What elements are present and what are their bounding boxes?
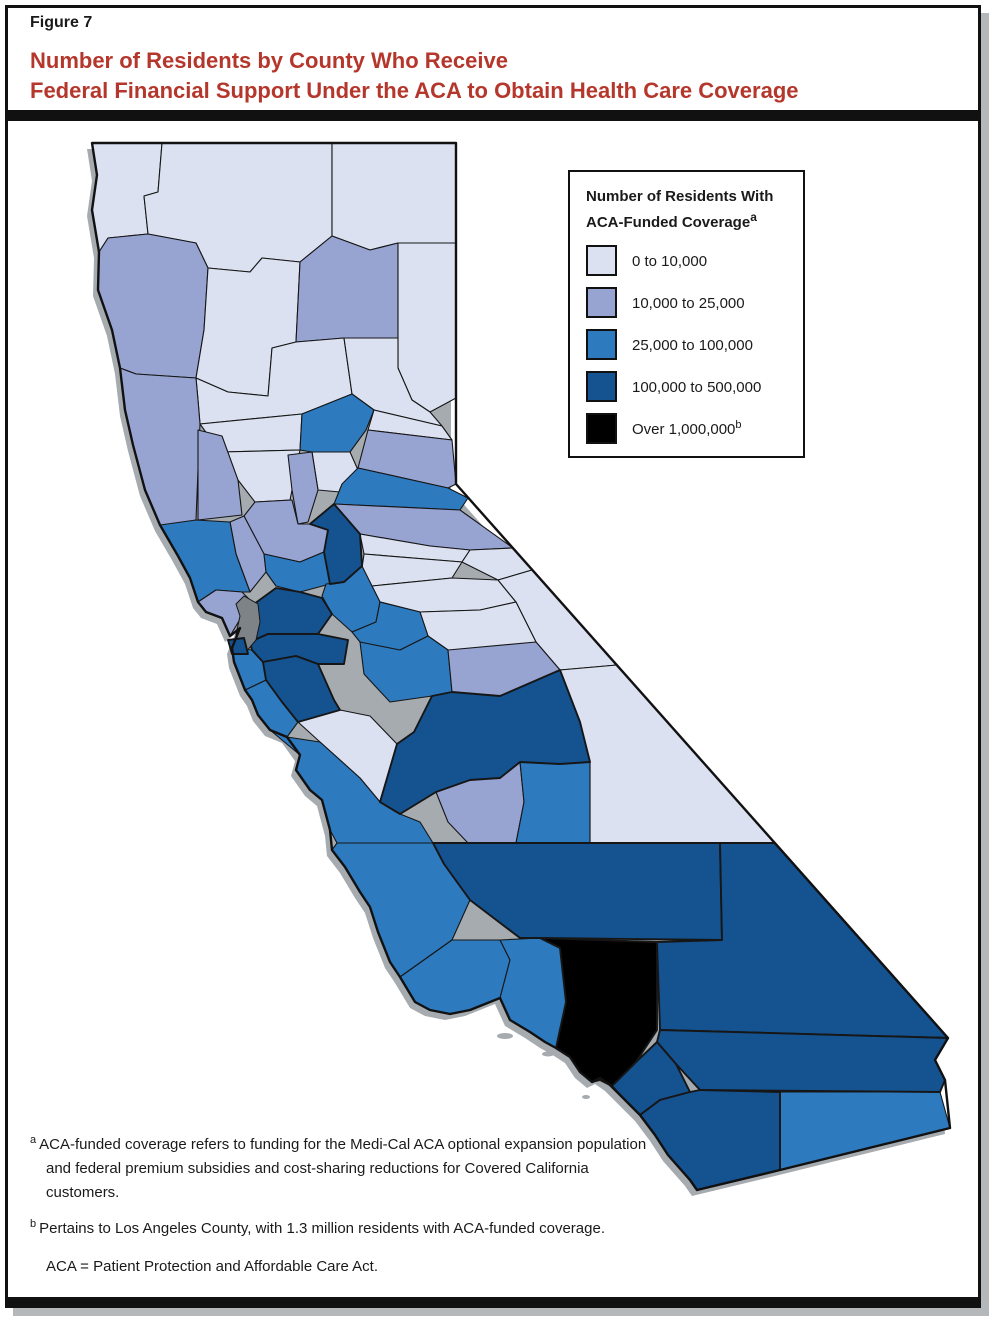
footnote-b-text: Pertains to Los Angeles County, with 1.3… (39, 1220, 605, 1237)
footnote-a-text: ACA-funded coverage refers to funding fo… (39, 1136, 647, 1201)
legend-swatch (586, 287, 617, 318)
legend-label: Over 1,000,000b (632, 419, 742, 438)
abbreviation-note: ACA = Patient Protection and Affordable … (46, 1258, 379, 1275)
county (357, 429, 457, 489)
figure-label: Figure 7 (30, 14, 93, 31)
county (249, 633, 349, 665)
county (559, 664, 776, 844)
channel-island (542, 1051, 554, 1057)
map-legend: Number of Residents With ACA-Funded Cove… (568, 170, 805, 458)
county (287, 451, 319, 525)
legend-title-line2: ACA-Funded Coveragea (586, 210, 757, 231)
footnote-b-marker: b (30, 1218, 37, 1230)
footnote-a: a ACA-funded coverage refers to funding f… (30, 1128, 666, 1205)
legend-swatch (586, 329, 617, 360)
legend-item: 25,000 to 100,000 (586, 329, 803, 360)
legend-label: 10,000 to 25,000 (632, 295, 745, 312)
county (299, 393, 375, 453)
legend-swatch (586, 413, 617, 444)
county (499, 937, 567, 1049)
legend-title-superscript: a (750, 210, 757, 224)
county (515, 761, 591, 844)
legend-swatch (586, 245, 617, 276)
channel-island (497, 1033, 513, 1039)
legend-item: 10,000 to 25,000 (586, 287, 803, 318)
legend-label: 0 to 10,000 (632, 253, 708, 270)
legend-swatch (586, 371, 617, 402)
county (779, 1091, 951, 1171)
legend-item: 0 to 10,000 (586, 245, 803, 276)
county (197, 429, 243, 521)
figure-title: Number of Residents by County Who Receiv… (30, 46, 950, 106)
county (309, 503, 363, 585)
legend-label: 100,000 to 500,000 (632, 379, 762, 396)
legend-title-line1: Number of Residents With (586, 188, 774, 205)
figure-title-line2: Federal Financial Support Under the ACA … (30, 78, 799, 103)
footnote-b: b Pertains to Los Angeles County, with 1.… (30, 1212, 806, 1241)
legend-label: 25,000 to 100,000 (632, 337, 753, 354)
county (656, 1029, 949, 1093)
title-divider-bar (8, 110, 978, 121)
footnote-a-marker: a (30, 1134, 37, 1146)
county (262, 655, 341, 723)
county (379, 669, 591, 815)
county (331, 142, 457, 251)
state-border (90, 141, 952, 1192)
county (227, 637, 249, 655)
legend-item: 100,000 to 500,000 (586, 371, 803, 402)
legend-title: Number of Residents With ACA-Funded Cove… (586, 186, 803, 233)
channel-island (582, 1095, 590, 1099)
figure-title-line1: Number of Residents by County Who Receiv… (30, 48, 508, 73)
legend-item: Over 1,000,000b (586, 413, 803, 444)
